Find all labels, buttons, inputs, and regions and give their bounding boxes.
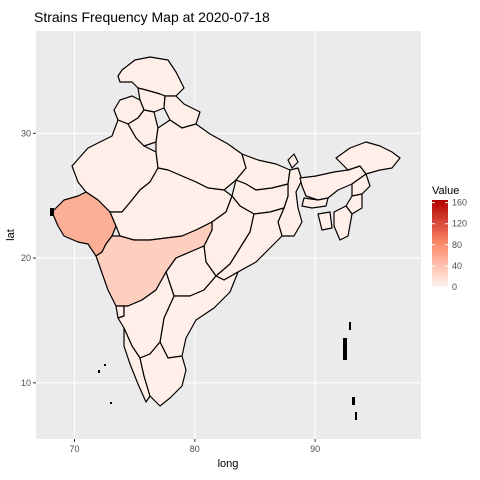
legend-colorbar: [432, 200, 448, 287]
lakshadweep-islet: [110, 402, 112, 404]
x-axis-title: long: [218, 458, 239, 470]
chart-title: Strains Frequency Map at 2020-07-18: [34, 9, 270, 25]
y-tick-label: 30: [21, 128, 31, 138]
legend-break-label: 80: [452, 240, 462, 250]
kutch-coast: [50, 208, 54, 216]
state-mizoram: [333, 205, 353, 241]
state-arunachal-pradesh: [335, 141, 401, 175]
andaman-north-islet: [349, 322, 351, 330]
y-tick-label: 10: [21, 378, 31, 388]
legend-title: Value: [432, 185, 459, 197]
state-tripura: [317, 211, 333, 231]
state-meghalaya: [301, 197, 329, 209]
islands: [50, 208, 357, 420]
state-odisha: [215, 207, 285, 281]
legend-break-label: 0: [452, 282, 457, 292]
state-tamil-nadu: [139, 341, 187, 407]
x-axis-ticks: 70 80 90: [69, 439, 320, 454]
legend-break-label: 160: [452, 198, 467, 208]
legend-break-label: 40: [452, 261, 462, 271]
nicobar-islands: [352, 397, 355, 405]
legend-break-label: 120: [452, 219, 467, 229]
state-manipur: [345, 193, 363, 215]
andaman-islands: [343, 338, 347, 360]
y-axis-ticks: 10 20 30: [21, 128, 36, 388]
state-sikkim: [287, 153, 299, 169]
x-tick-label: 70: [69, 444, 79, 454]
y-axis-title: lat: [5, 229, 17, 241]
state-kerala: [123, 327, 151, 403]
legend-ticks: 0 40 80 120 160: [432, 198, 467, 292]
x-tick-label: 80: [190, 444, 200, 454]
x-tick-label: 90: [310, 444, 320, 454]
lakshadweep-islet: [104, 364, 106, 366]
state-shapes: [51, 56, 401, 407]
y-tick-label: 20: [21, 253, 31, 263]
nicobar-south-islet: [355, 412, 357, 420]
lakshadweep-islet: [98, 370, 100, 373]
state-nagaland: [351, 173, 371, 197]
legend: Value 0 40 80 120 160: [432, 185, 467, 292]
